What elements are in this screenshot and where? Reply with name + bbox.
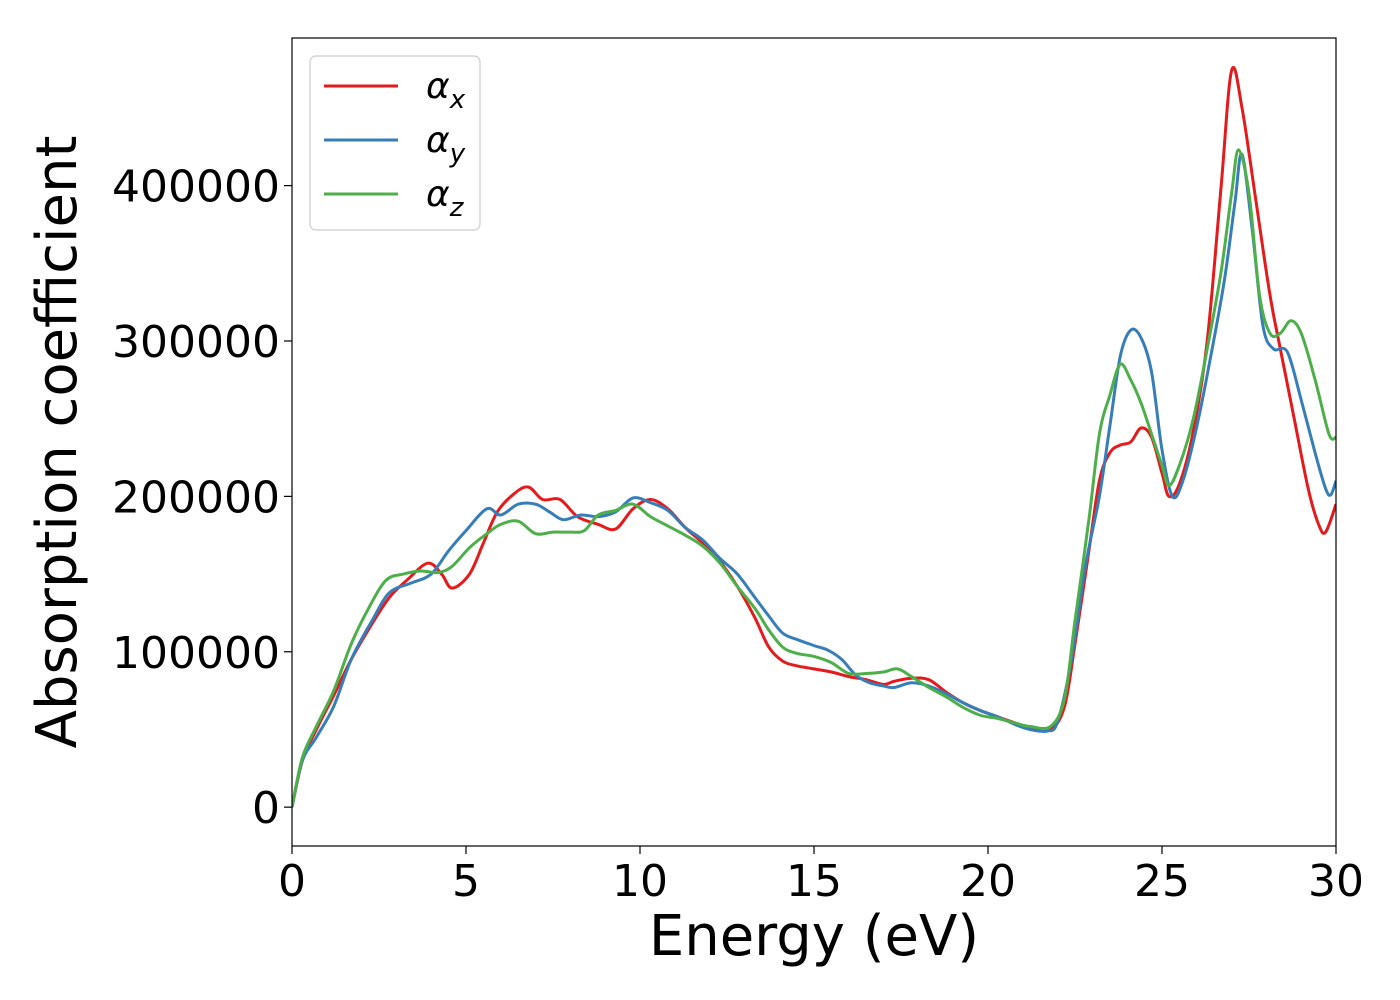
y-tick-label: 100000 [112,628,280,679]
y-axis-ticks: 0 100000 200000 300000 400000 [112,162,292,834]
x-tick-label: 0 [278,856,306,907]
series-line-z [292,148,1336,808]
y-tick-label: 300000 [112,317,280,368]
series-line-x [292,66,1336,808]
y-tick-label: 0 [252,783,280,834]
x-axis-ticks: 0 5 10 15 20 25 30 [278,846,1364,907]
legend-box [309,55,481,231]
x-tick-label: 25 [1134,856,1190,907]
x-tick-label: 30 [1308,856,1364,907]
x-tick-label: 10 [612,856,668,907]
x-tick-label: 20 [960,856,1016,907]
x-tick-label: 5 [452,856,480,907]
plot-lines [292,66,1336,808]
x-axis-label: Energy (eV) [649,904,979,969]
series-line-y [292,152,1336,808]
legend-label-y: αy [426,120,466,169]
x-tick-label: 15 [786,856,842,907]
y-axis-label: Absorption coefficient [25,136,90,749]
y-tick-label: 200000 [112,472,280,523]
legend-label-x: αx [426,66,466,115]
y-tick-label: 400000 [112,162,280,213]
